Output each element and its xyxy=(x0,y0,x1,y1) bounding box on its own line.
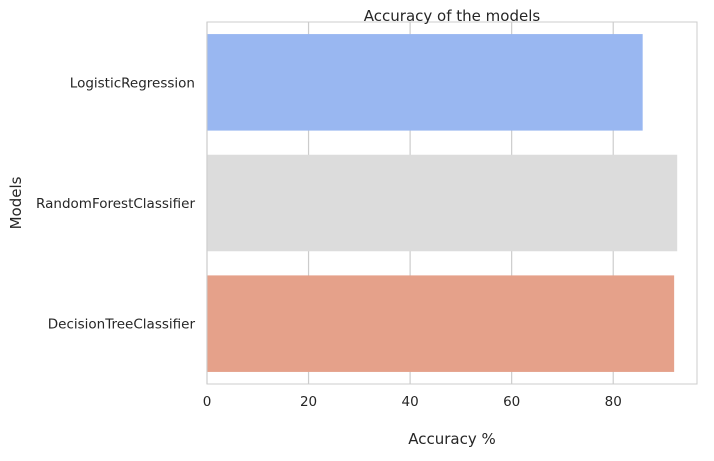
bar-2 xyxy=(207,275,675,372)
bar-0 xyxy=(207,34,643,131)
x-axis-label: Accuracy % xyxy=(408,430,496,448)
y-tick-labels: LogisticRegression RandomForestClassifier… xyxy=(36,75,195,332)
x-tick-label-2: 40 xyxy=(402,394,419,410)
x-tick-labels: 0 20 40 60 80 xyxy=(203,394,622,410)
plot-frame xyxy=(206,21,698,385)
bars xyxy=(207,34,678,372)
x-tick-label-3: 60 xyxy=(503,394,520,410)
x-tick-label-4: 80 xyxy=(605,394,622,410)
y-tick-label-2: DecisionTreeClassifier xyxy=(48,317,196,333)
chart-title: Accuracy of the models xyxy=(364,7,541,25)
y-axis-label: Models xyxy=(7,176,25,229)
x-tick-label-0: 0 xyxy=(203,394,212,410)
y-tick-label-0: LogisticRegression xyxy=(70,75,195,91)
y-tick-label-1: RandomForestClassifier xyxy=(36,196,195,212)
x-tick-label-1: 20 xyxy=(300,394,317,410)
bar-1 xyxy=(207,154,678,252)
